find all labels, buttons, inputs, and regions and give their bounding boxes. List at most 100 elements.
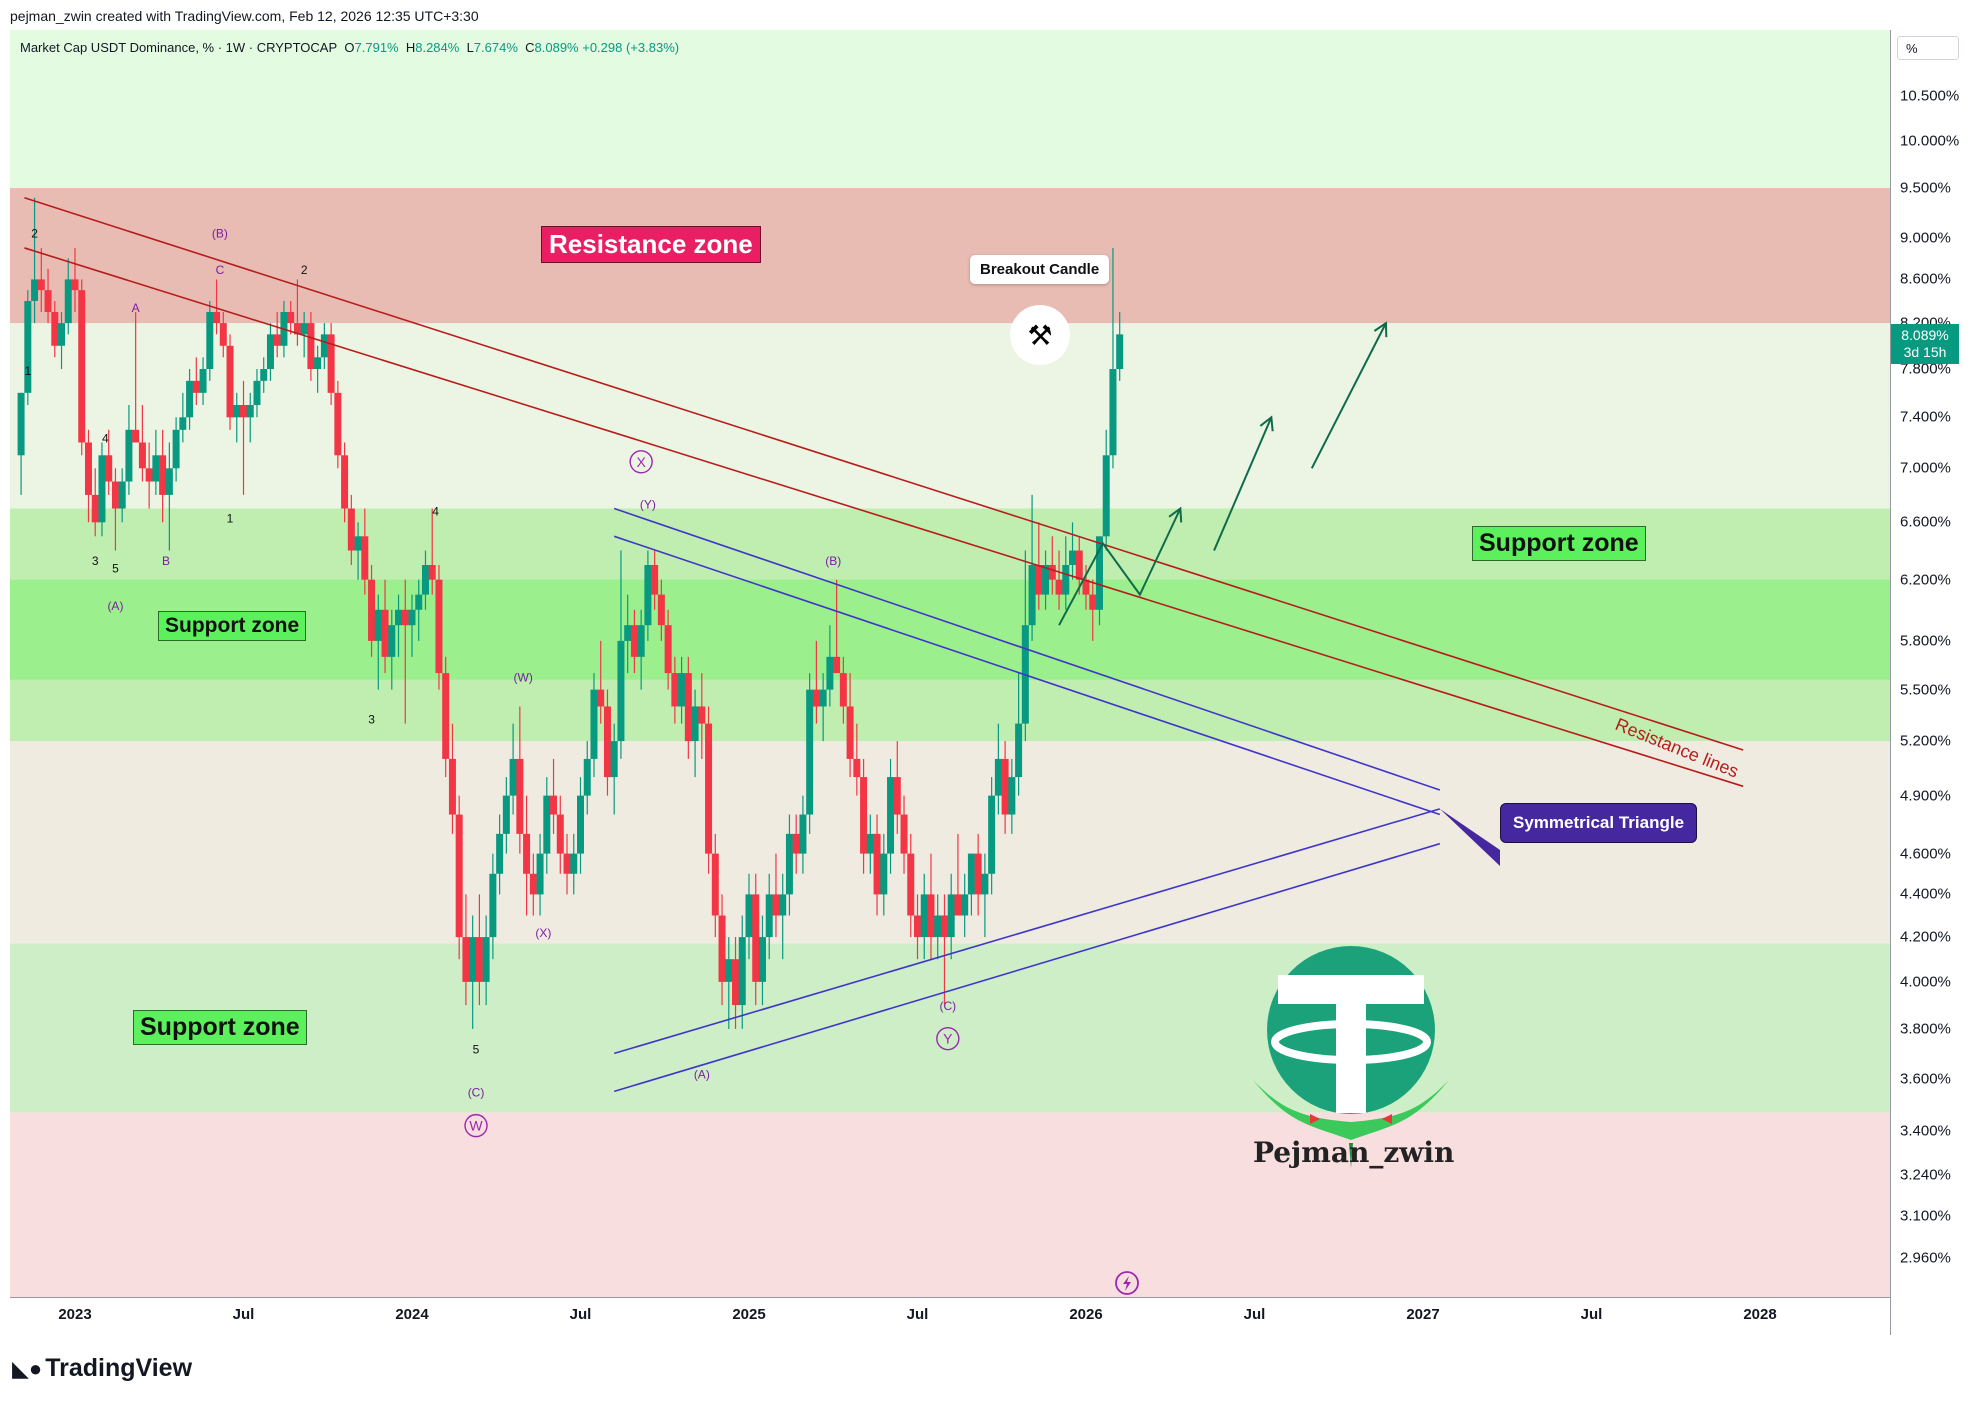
- candle-down: [630, 625, 638, 657]
- price-tick: 7.800%: [1900, 360, 1951, 378]
- candle-up: [967, 853, 975, 895]
- wave-circle: [936, 1026, 960, 1051]
- price-tick: 4.400%: [1900, 885, 1951, 903]
- candle-down: [1055, 579, 1063, 595]
- price-tick: 3.800%: [1900, 1020, 1951, 1038]
- candle-down: [1001, 758, 1009, 815]
- candle-up: [266, 334, 274, 370]
- wave-label: (C): [939, 999, 956, 1013]
- candle-down: [327, 334, 335, 393]
- wave-label: 3: [92, 554, 99, 568]
- support-zone-label-left[interactable]: Support zone: [158, 611, 307, 641]
- triangle-line[interactable]: [613, 507, 1441, 791]
- resistance-line[interactable]: [24, 247, 1744, 788]
- triangle-line[interactable]: [613, 535, 1441, 816]
- breakout-candle-label[interactable]: Breakout Candle: [970, 255, 1110, 284]
- time-axis[interactable]: [10, 1297, 1890, 1336]
- candle-up: [745, 894, 753, 938]
- candle-up: [590, 689, 598, 759]
- trendline-set[interactable]: [24, 197, 1744, 1093]
- candle-down: [1082, 579, 1090, 595]
- time-tick: 2027: [1406, 1306, 1440, 1323]
- candle-down: [132, 429, 140, 443]
- candle-up: [31, 279, 39, 302]
- candle-up: [469, 937, 477, 982]
- percent-scale-button[interactable]: %: [1897, 36, 1959, 60]
- candle-up: [806, 689, 814, 815]
- candle-up: [691, 706, 699, 742]
- candle-down: [159, 455, 167, 495]
- candle-up: [678, 673, 686, 707]
- candle-up: [536, 853, 544, 895]
- candle-down: [71, 279, 79, 291]
- candle-down: [839, 673, 847, 707]
- projection-arrowhead: [1373, 321, 1388, 338]
- price-axis[interactable]: [1890, 30, 1971, 1335]
- candle-up: [866, 833, 874, 854]
- candle-up: [246, 404, 254, 418]
- candle-down: [860, 777, 868, 854]
- price-tick: 9.500%: [1900, 179, 1951, 197]
- candle-up: [206, 311, 214, 370]
- triangle-line[interactable]: [613, 842, 1441, 1093]
- candle-down: [273, 334, 281, 346]
- tradingview-logo[interactable]: ◣● TradingView: [12, 1354, 193, 1382]
- candle-up: [165, 468, 173, 495]
- projection-arrow-path[interactable]: [1058, 508, 1182, 626]
- candle-series: [17, 197, 1124, 1029]
- projection-arrow-path[interactable]: [1213, 416, 1273, 551]
- price-tick: 3.240%: [1900, 1166, 1951, 1184]
- wave-label: 1: [24, 364, 31, 378]
- candle-up: [118, 481, 126, 509]
- projection-arrows[interactable]: [1058, 321, 1388, 626]
- candle-down: [523, 833, 531, 874]
- resistance-zone-label[interactable]: Resistance zone: [541, 226, 761, 263]
- lightning-icon[interactable]: [1115, 1271, 1139, 1295]
- wave-label: (A): [694, 1068, 710, 1082]
- triangle-line[interactable]: [613, 808, 1441, 1055]
- wave-label: (W): [514, 670, 533, 684]
- resistance-zone: [10, 188, 1890, 324]
- projection-arrow-path[interactable]: [1310, 322, 1387, 469]
- time-tick: 2024: [395, 1306, 429, 1323]
- high-value: 8.284%: [415, 40, 460, 55]
- candle-up: [125, 429, 133, 482]
- high-key: H: [405, 40, 416, 55]
- candle-up: [408, 609, 416, 626]
- candle-up: [988, 795, 996, 874]
- price-tick: 4.200%: [1900, 928, 1951, 946]
- last-price-tag: 8.089% 3d 15h: [1891, 324, 1959, 364]
- background-band: [10, 30, 1890, 189]
- candle-up: [826, 656, 834, 690]
- symbol-title[interactable]: Market Cap USDT Dominance, % · 1W · CRYP…: [20, 40, 338, 55]
- candle-up: [152, 455, 160, 482]
- price-tick: 6.600%: [1900, 513, 1951, 531]
- candle-down: [44, 290, 52, 312]
- candle-up: [354, 536, 362, 551]
- candle-up: [233, 404, 241, 418]
- candle-down: [597, 689, 605, 707]
- candle-down: [84, 442, 92, 495]
- chart-canvas[interactable]: 21A(B)C 24135B(A)43(W)(X)5(C)(Y)(B)(A)(C)…: [10, 30, 1890, 1335]
- symmetrical-triangle-label[interactable]: Symmetrical Triangle: [1500, 803, 1698, 843]
- wave-label: (X): [535, 926, 551, 940]
- candle-down: [145, 468, 153, 482]
- time-tick: Jul: [1243, 1306, 1266, 1323]
- candle-up: [1109, 369, 1117, 456]
- support-zone-label-bottom[interactable]: Support zone: [133, 1010, 307, 1045]
- candle-up: [1116, 334, 1124, 370]
- chart-credit: pejman_zwin created with TradingView.com…: [10, 8, 479, 24]
- candle-up: [17, 392, 25, 456]
- wave-label: 5: [473, 1042, 480, 1056]
- support-zone-label-right[interactable]: Support zone: [1472, 526, 1646, 561]
- candle-up: [1015, 723, 1023, 778]
- candle-down: [792, 833, 800, 854]
- candle-down: [907, 853, 915, 916]
- candle-up: [779, 894, 787, 916]
- resistance-line[interactable]: [24, 197, 1744, 751]
- candle-down: [684, 673, 692, 742]
- candle-down: [240, 404, 247, 418]
- symbol-legend[interactable]: Market Cap USDT Dominance, % · 1W · CRYP…: [20, 40, 679, 55]
- price-tick: 6.200%: [1900, 571, 1951, 589]
- candle-down: [833, 656, 841, 674]
